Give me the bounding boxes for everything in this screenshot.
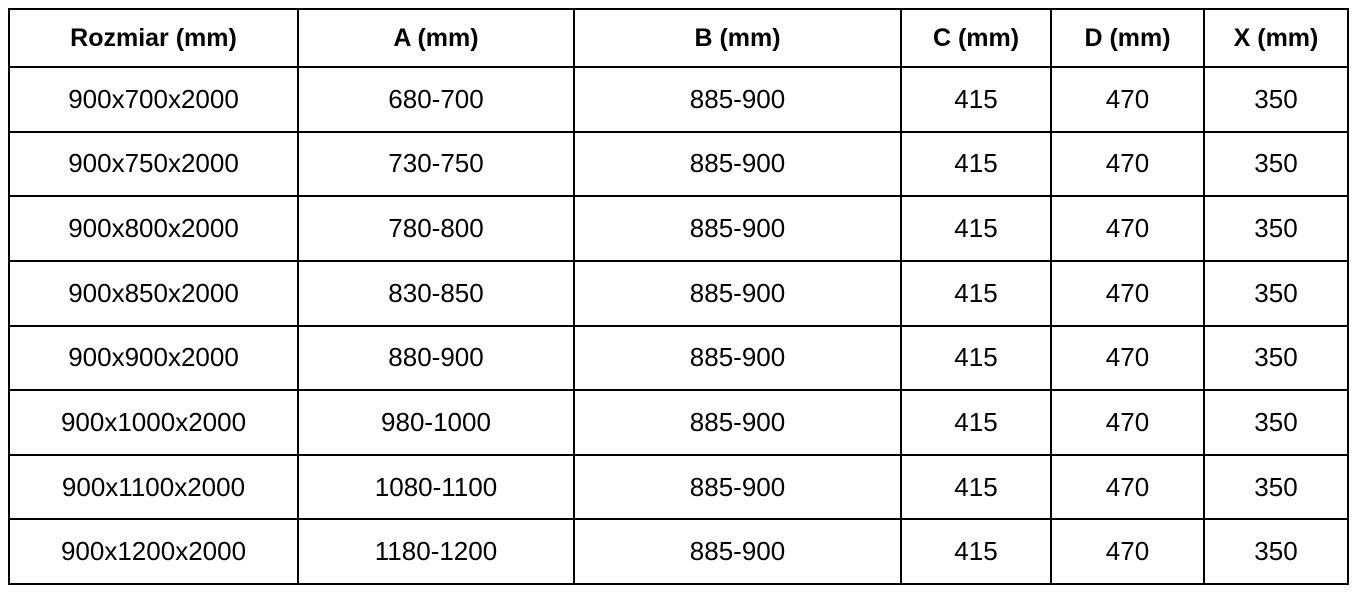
column-header-b: B (mm)	[573, 8, 902, 68]
column-header-a: A (mm)	[297, 8, 575, 68]
table-row: 900x850x2000 830-850 885-900 415 470 350	[8, 259, 1349, 327]
header-row: Rozmiar (mm) A (mm) B (mm) C (mm) D (mm)…	[8, 8, 1349, 68]
cell-d: 470	[1050, 453, 1205, 521]
cell-x: 350	[1203, 518, 1349, 585]
table-row: 900x1200x2000 1180-1200 885-900 415 470 …	[8, 518, 1349, 585]
cell-a: 1080-1100	[297, 453, 575, 521]
cell-b: 885-900	[573, 195, 902, 262]
cell-a: 830-850	[297, 259, 575, 327]
cell-d: 470	[1050, 518, 1205, 585]
cell-b: 885-900	[573, 389, 902, 456]
cell-x: 350	[1203, 66, 1349, 133]
cell-d: 470	[1050, 195, 1205, 262]
cell-a: 980-1000	[297, 389, 575, 456]
cell-a: 880-900	[297, 324, 575, 392]
table-row: 900x750x2000 730-750 885-900 415 470 350	[8, 130, 1349, 198]
cell-c: 415	[900, 66, 1052, 133]
column-header-x: X (mm)	[1203, 8, 1349, 68]
cell-d: 470	[1050, 66, 1205, 133]
cell-c: 415	[900, 195, 1052, 262]
cell-rozmiar: 900x750x2000	[8, 130, 299, 198]
cell-rozmiar: 900x900x2000	[8, 324, 299, 392]
cell-d: 470	[1050, 324, 1205, 392]
table-row: 900x800x2000 780-800 885-900 415 470 350	[8, 195, 1349, 262]
column-header-rozmiar: Rozmiar (mm)	[8, 8, 299, 68]
cell-c: 415	[900, 453, 1052, 521]
cell-x: 350	[1203, 130, 1349, 198]
table-row: 900x900x2000 880-900 885-900 415 470 350	[8, 324, 1349, 392]
cell-b: 885-900	[573, 324, 902, 392]
column-header-d: D (mm)	[1050, 8, 1205, 68]
cell-x: 350	[1203, 389, 1349, 456]
cell-b: 885-900	[573, 130, 902, 198]
cell-d: 470	[1050, 389, 1205, 456]
cell-b: 885-900	[573, 259, 902, 327]
cell-c: 415	[900, 259, 1052, 327]
cell-b: 885-900	[573, 66, 902, 133]
table-row: 900x1000x2000 980-1000 885-900 415 470 3…	[8, 389, 1349, 456]
cell-b: 885-900	[573, 453, 902, 521]
cell-c: 415	[900, 518, 1052, 585]
cell-c: 415	[900, 130, 1052, 198]
cell-a: 680-700	[297, 66, 575, 133]
cell-x: 350	[1203, 259, 1349, 327]
column-header-c: C (mm)	[900, 8, 1052, 68]
cell-x: 350	[1203, 195, 1349, 262]
cell-c: 415	[900, 389, 1052, 456]
cell-a: 730-750	[297, 130, 575, 198]
cell-d: 470	[1050, 130, 1205, 198]
cell-b: 885-900	[573, 518, 902, 585]
cell-x: 350	[1203, 453, 1349, 521]
cell-x: 350	[1203, 324, 1349, 392]
cell-rozmiar: 900x1000x2000	[8, 389, 299, 456]
table-row: 900x1100x2000 1080-1100 885-900 415 470 …	[8, 453, 1349, 521]
cell-rozmiar: 900x1100x2000	[8, 453, 299, 521]
cell-a: 1180-1200	[297, 518, 575, 585]
cell-rozmiar: 900x1200x2000	[8, 518, 299, 585]
cell-d: 470	[1050, 259, 1205, 327]
dimension-spec-table: Rozmiar (mm) A (mm) B (mm) C (mm) D (mm)…	[8, 8, 1349, 585]
cell-a: 780-800	[297, 195, 575, 262]
cell-rozmiar: 900x800x2000	[8, 195, 299, 262]
table-row: 900x700x2000 680-700 885-900 415 470 350	[8, 66, 1349, 133]
cell-rozmiar: 900x700x2000	[8, 66, 299, 133]
cell-c: 415	[900, 324, 1052, 392]
cell-rozmiar: 900x850x2000	[8, 259, 299, 327]
